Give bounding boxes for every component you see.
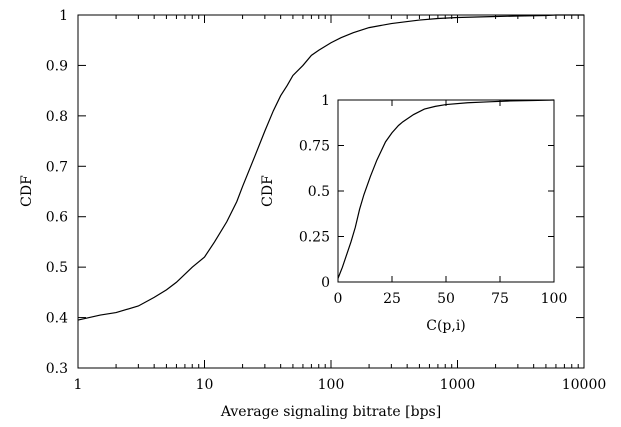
main-y-axis-label: CDF [19,175,35,207]
main-cdf-curve [77,14,584,321]
inset-ytick-label: 0 [321,275,330,291]
inset-ytick-label: 0.25 [299,230,330,246]
main-xtick-label: 1000 [440,377,476,393]
main-ytick-label: 1 [59,8,68,24]
inset-y-axis-label: CDF [260,175,276,207]
main-xtick-label: 1 [74,377,83,393]
main-xtick-label: 10000 [562,377,607,393]
inset-cdf-curve [337,99,555,279]
inset-xtick-label: 75 [491,291,509,307]
inset-ytick-label: 1 [321,93,330,109]
inset-xtick-label: 0 [334,291,343,307]
inset-xtick-label: 25 [383,291,401,307]
main-ytick-label: 0.7 [46,159,68,175]
inset-x-axis-label: C(p,i) [426,318,466,334]
main-xtick-label: 100 [318,377,345,393]
inset-xtick-label: 100 [541,291,568,307]
inset-ytick-label: 0.5 [308,184,330,200]
main-ytick-label: 0.3 [46,361,68,377]
inset-background [338,100,554,282]
main-ytick-label: 0.6 [46,210,68,226]
main-x-axis-label: Average signaling bitrate [bps] [220,404,441,420]
main-ytick-label: 0.9 [46,58,68,74]
main-xtick-label: 10 [196,377,214,393]
inset-plot-tick-labels: 0 25 50 75 100 0 0.25 0.5 0.75 1 [299,93,568,307]
main-ytick-label: 0.4 [46,311,68,327]
inset-ytick-label: 0.75 [299,139,330,155]
inset-xtick-label: 50 [437,291,455,307]
main-ytick-label: 0.8 [46,109,68,125]
main-ytick-label: 0.5 [46,260,68,276]
main-plot-ticks [77,14,585,369]
